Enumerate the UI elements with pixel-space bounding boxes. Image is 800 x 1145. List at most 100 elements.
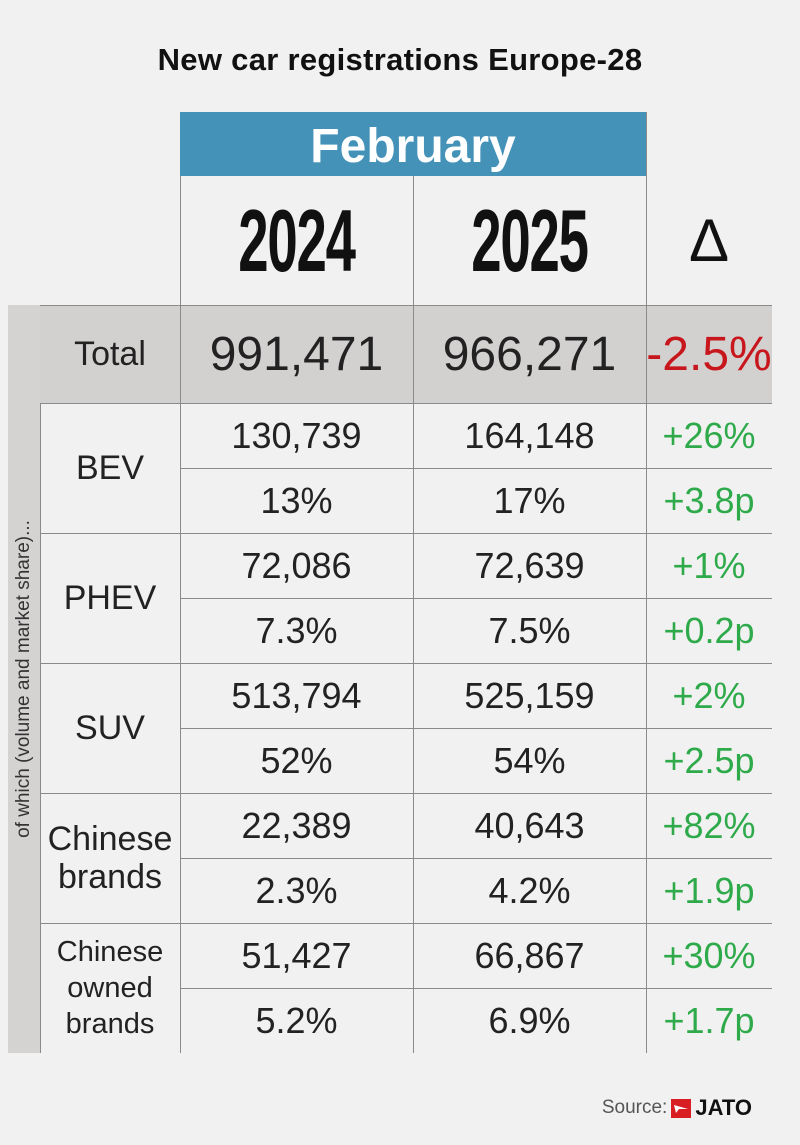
grid-line — [40, 533, 772, 534]
table-cell-text: +1.9p — [663, 869, 755, 911]
row-label: SUV — [40, 663, 180, 793]
table-cell: +26% — [646, 403, 772, 468]
table-cell-text: +82% — [662, 804, 756, 846]
source-label: Source: — [601, 1097, 668, 1118]
row-label: Chinese owned brands — [40, 923, 180, 1053]
table-cell: 7.5% — [413, 598, 646, 663]
table-cell: +1.9p — [646, 858, 772, 923]
table-cell: 72,639 — [413, 533, 646, 598]
table-cell: 525,159 — [413, 663, 646, 728]
table-cell: 7.3% — [180, 598, 413, 663]
grid-line — [40, 923, 772, 924]
table-cell-text: +26% — [662, 414, 756, 456]
jato-logo-icon — [671, 1098, 692, 1118]
table-cell-text: 513,794 — [231, 674, 362, 716]
table-cell: 40,643 — [413, 793, 646, 858]
total-cell: 991,471 — [180, 305, 413, 403]
table-cell-text: +3.8p — [663, 479, 755, 521]
table-cell-text: +1.7p — [663, 999, 755, 1041]
table-cell-text: 52% — [260, 739, 333, 781]
table-cell-text: +2% — [672, 674, 746, 716]
grid-line — [180, 858, 772, 859]
table-cell-text: 13% — [260, 479, 333, 521]
table-cell-text: 7.5% — [488, 609, 571, 651]
total-cell: 966,271 — [413, 305, 646, 403]
table-cell-text: 525,159 — [464, 674, 595, 716]
table-cell: +1.7p — [646, 988, 772, 1053]
table-cell-text: 72,086 — [241, 544, 352, 586]
table-cell: 51,427 — [180, 923, 413, 988]
table-cell: +82% — [646, 793, 772, 858]
column-header-2025-text: 2025 — [471, 190, 589, 290]
grid-line — [180, 598, 772, 599]
table-cell-text: 130,739 — [231, 414, 362, 456]
table-cell: 130,739 — [180, 403, 413, 468]
table-cell-text: 22,389 — [241, 804, 352, 846]
table-cell: +30% — [646, 923, 772, 988]
grid-line — [40, 793, 772, 794]
table-cell: 2.3% — [180, 858, 413, 923]
table-cell-text: +0.2p — [663, 609, 755, 651]
table-cell: 72,086 — [180, 533, 413, 598]
total-cell-text: 966,271 — [442, 327, 617, 381]
table-cell-text: 66,867 — [474, 934, 585, 976]
row-label: BEV — [40, 403, 180, 533]
total-cell-text: 991,471 — [209, 327, 384, 381]
table-cell: 513,794 — [180, 663, 413, 728]
table-cell-text: +30% — [662, 934, 756, 976]
column-header-delta-text: Δ — [688, 207, 730, 274]
table-cell-text: 51,427 — [241, 934, 352, 976]
table-cell: 66,867 — [413, 923, 646, 988]
table-cell: 4.2% — [413, 858, 646, 923]
table-cell: +2% — [646, 663, 772, 728]
column-header-2024-text: 2024 — [238, 190, 356, 290]
grid-line — [180, 468, 772, 469]
table-cell: 52% — [180, 728, 413, 793]
table-cell: +3.8p — [646, 468, 772, 533]
row-label-text: Chinese brands — [47, 819, 173, 896]
side-label: of which (volume and market share)... — [13, 520, 34, 838]
row-label-text: BEV — [75, 448, 145, 487]
table-cell-text: 164,148 — [464, 414, 595, 456]
table-cell-text: 5.2% — [255, 999, 338, 1041]
table-cell: 54% — [413, 728, 646, 793]
column-header-2024: 2024 — [224, 176, 368, 305]
grid-line — [40, 663, 772, 664]
row-label-text: PHEV — [63, 578, 157, 617]
source-brand: JATO — [695, 1095, 752, 1120]
grid-line — [180, 176, 181, 1053]
table-cell-text: 72,639 — [474, 544, 585, 586]
table-cell-text: 17% — [493, 479, 566, 521]
table-cell-text: +2.5p — [663, 739, 755, 781]
table-cell: 22,389 — [180, 793, 413, 858]
table-cell: +0.2p — [646, 598, 772, 663]
row-label: Chinese brands — [40, 793, 180, 923]
page-title: New car registrations Europe-28 — [157, 42, 643, 77]
table-cell: 17% — [413, 468, 646, 533]
row-label-total: Total — [40, 305, 180, 403]
month-header: February — [180, 112, 646, 176]
row-label-text: Chinese owned brands — [56, 935, 164, 1041]
table-cell: 164,148 — [413, 403, 646, 468]
table-cell-text: 40,643 — [474, 804, 585, 846]
grid-line — [413, 176, 414, 1053]
grid-line — [40, 403, 772, 404]
table-cell-text: 2.3% — [255, 869, 338, 911]
table-cell: 5.2% — [180, 988, 413, 1053]
grid-line — [40, 305, 772, 306]
table-cell: +2.5p — [646, 728, 772, 793]
grid-line — [180, 728, 772, 729]
grid-line — [646, 112, 647, 1053]
table-cell-text: 4.2% — [488, 869, 571, 911]
source: Source: JATO — [602, 1095, 752, 1121]
row-label: PHEV — [40, 533, 180, 663]
total-row-band — [40, 305, 772, 403]
row-label-text: SUV — [75, 708, 145, 747]
table-cell: 6.9% — [413, 988, 646, 1053]
table-cell: +1% — [646, 533, 772, 598]
grid-line — [40, 403, 41, 1053]
table-cell: 13% — [180, 468, 413, 533]
grid-line — [180, 988, 772, 989]
table-cell-text: 6.9% — [488, 999, 571, 1041]
